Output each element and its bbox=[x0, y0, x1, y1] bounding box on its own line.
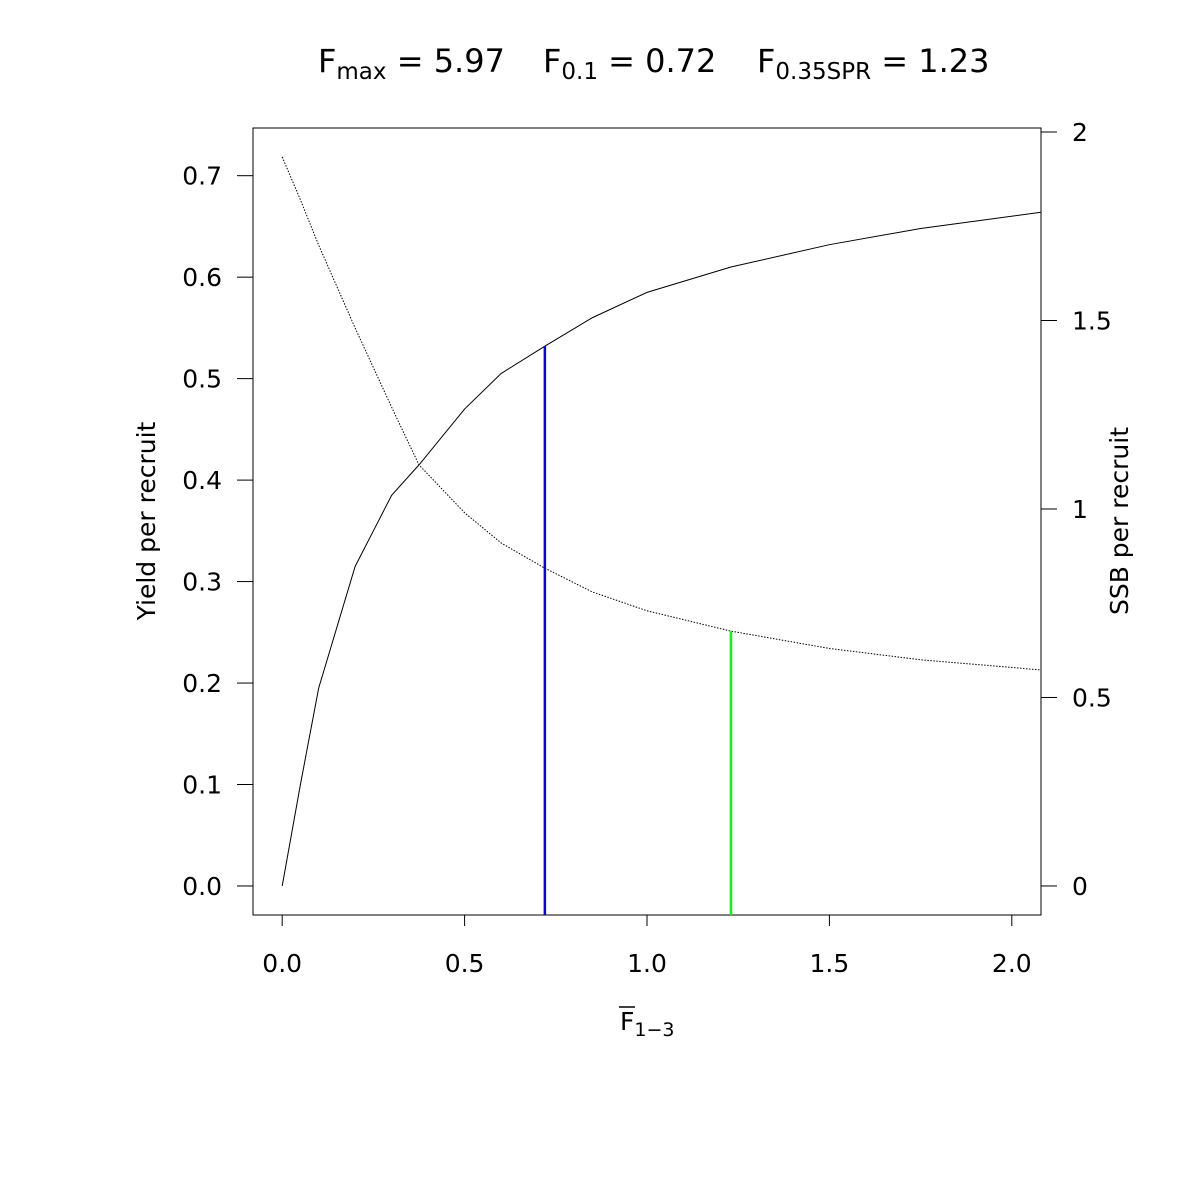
title-base: F bbox=[318, 42, 336, 80]
x-axis-label: F1−3 bbox=[620, 1007, 675, 1041]
x-label-base: F bbox=[620, 1007, 634, 1036]
y2-tick-label: 0.5 bbox=[1072, 683, 1112, 712]
title: Fmax = 5.97 F0.1 = 0.72 F0.35SPR = 1.23 bbox=[318, 42, 989, 85]
y2-tick-label: 1 bbox=[1072, 495, 1088, 524]
y2-tick-label: 2 bbox=[1072, 118, 1088, 147]
y-tick-label: 0.2 bbox=[182, 669, 222, 698]
y-axis-label: Yield per recruit bbox=[132, 421, 161, 621]
plot-frame bbox=[252, 127, 1042, 916]
x-label-sub: 1−3 bbox=[634, 1019, 674, 1041]
title-base: F bbox=[543, 42, 561, 80]
title-sub: 0.35SPR bbox=[775, 59, 871, 85]
series-line bbox=[281, 211, 1042, 887]
y-tick-label: 0.0 bbox=[182, 872, 222, 901]
x-tick-label: 1.0 bbox=[627, 949, 667, 978]
y-tick-label: 0.5 bbox=[182, 365, 222, 394]
y-tick-label: 0.4 bbox=[182, 466, 222, 495]
y2-tick-label: 0 bbox=[1072, 872, 1088, 901]
title-sub: 0.1 bbox=[561, 59, 598, 85]
y-tick-label: 0.7 bbox=[182, 162, 222, 191]
y2-tick-label: 1.5 bbox=[1072, 306, 1112, 335]
x-tick-label: 2.0 bbox=[992, 949, 1032, 978]
y-tick-label: 0.6 bbox=[182, 263, 222, 292]
title-text: = 1.23 bbox=[871, 42, 989, 80]
series-line bbox=[281, 156, 1042, 671]
title-part: F0.1 = 0.72 bbox=[543, 42, 716, 85]
x-tick-label: 1.5 bbox=[810, 949, 850, 978]
title-text: = 5.97 bbox=[387, 42, 505, 80]
x-tick-label: 0.5 bbox=[445, 949, 485, 978]
title-base: F bbox=[757, 42, 775, 80]
y-tick-label: 0.1 bbox=[182, 771, 222, 800]
title-part: F0.35SPR = 1.23 bbox=[757, 42, 989, 85]
title-text: = 0.72 bbox=[598, 42, 716, 80]
x-tick-label: 0.0 bbox=[262, 949, 302, 978]
y-tick-label: 0.3 bbox=[182, 568, 222, 597]
y2-axis-label: SSB per recruit bbox=[1105, 427, 1134, 615]
title-part: Fmax = 5.97 bbox=[318, 42, 505, 85]
title-sub: max bbox=[336, 59, 386, 85]
